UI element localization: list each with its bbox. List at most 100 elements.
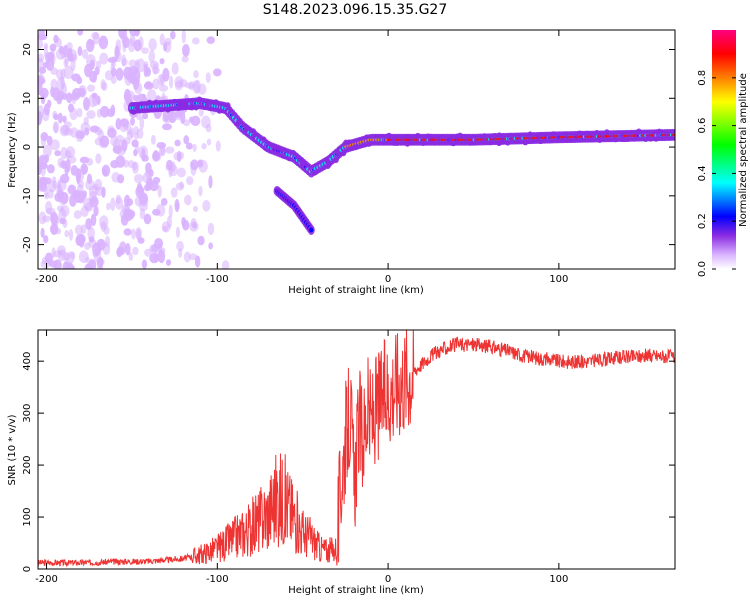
heatmap-cell bbox=[157, 249, 166, 264]
heatmap-cell bbox=[57, 179, 67, 192]
heatmap-cell bbox=[213, 68, 222, 77]
heatmap-cell bbox=[86, 109, 96, 119]
heatmap-cell bbox=[133, 30, 141, 37]
heatmap-cell bbox=[190, 217, 197, 228]
heatmap-cell bbox=[127, 38, 136, 53]
heatmap-cell bbox=[138, 36, 144, 50]
spectrogram-xtick-label: -200 bbox=[35, 274, 58, 285]
heatmap-cell bbox=[133, 149, 138, 157]
heatmap-cell bbox=[146, 89, 157, 102]
heatmap-cell bbox=[149, 252, 160, 264]
heatmap-cell bbox=[122, 137, 131, 145]
heatmap-cell bbox=[83, 97, 90, 111]
snr-ticks: -200 -100 0 100 0 100 200 300 400 bbox=[22, 330, 675, 585]
heatmap-cell bbox=[137, 237, 145, 244]
heatmap-cell bbox=[192, 143, 197, 153]
heatmap-cell bbox=[197, 235, 205, 246]
spectrogram-heatmap bbox=[38, 30, 675, 269]
heatmap-cell bbox=[99, 52, 109, 65]
heatmap-cell bbox=[206, 138, 212, 146]
heatmap-cell bbox=[160, 197, 168, 206]
heatmap-cell bbox=[176, 150, 182, 163]
heatmap-cell bbox=[43, 42, 49, 50]
heatmap-cell bbox=[87, 84, 96, 92]
heatmap-cell bbox=[115, 67, 124, 81]
heatmap-cell bbox=[90, 213, 97, 227]
heatmap-cell bbox=[157, 185, 162, 198]
heatmap-cell bbox=[129, 127, 135, 138]
heatmap-cell bbox=[169, 75, 174, 89]
spectrogram-ytick-label: 10 bbox=[22, 92, 33, 105]
heatmap-cell bbox=[174, 139, 181, 147]
heatmap-cell bbox=[70, 92, 81, 101]
heatmap-cell bbox=[132, 161, 139, 174]
heatmap-cell bbox=[174, 198, 180, 213]
heatmap-cell bbox=[84, 127, 90, 136]
heatmap-cell bbox=[44, 193, 49, 200]
spectrogram-ylabel: Frequency (Hz) bbox=[7, 112, 18, 188]
figure-title: S148.2023.096.15.35.G27 bbox=[263, 2, 448, 18]
heatmap-cell bbox=[86, 173, 93, 184]
heatmap-cell bbox=[175, 182, 185, 191]
heatmap-cell bbox=[198, 185, 203, 197]
heatmap-cell bbox=[101, 82, 108, 91]
heatmap-cell bbox=[202, 200, 211, 212]
heatmap-cell bbox=[51, 214, 60, 227]
heatmap-cell bbox=[53, 259, 62, 269]
heatmap-cell bbox=[50, 78, 58, 91]
snr-xtick-label: -100 bbox=[206, 574, 229, 585]
heatmap-cell bbox=[161, 221, 171, 233]
snr-panel: -200 -100 0 100 0 100 200 300 400 Height of stra… bbox=[7, 329, 676, 596]
snr-frame bbox=[37, 329, 676, 570]
heatmap-cell bbox=[42, 61, 48, 69]
heatmap-cell bbox=[215, 140, 221, 152]
heatmap-cell bbox=[86, 157, 94, 166]
heatmap-cell bbox=[92, 94, 100, 106]
heatmap-cell bbox=[139, 116, 145, 130]
colorbar-tick-label: 0.4 bbox=[697, 165, 708, 181]
heatmap-cell bbox=[158, 84, 169, 92]
heatmap-cell bbox=[64, 230, 70, 238]
colorbar-tick-label: 0.0 bbox=[697, 261, 708, 277]
heatmap-cell bbox=[110, 159, 120, 169]
heatmap-cell bbox=[63, 57, 68, 68]
snr-ytick-label: 400 bbox=[22, 352, 33, 371]
heatmap-cell bbox=[174, 80, 183, 91]
heatmap-cell bbox=[43, 235, 49, 244]
heatmap-cell bbox=[57, 245, 66, 256]
heatmap-cell bbox=[170, 187, 178, 198]
heatmap-cell bbox=[136, 58, 146, 73]
snr-ytick-label: 0 bbox=[22, 566, 33, 572]
heatmap-cell bbox=[132, 246, 139, 256]
heatmap-cell bbox=[168, 204, 173, 218]
heatmap-cell bbox=[135, 185, 145, 198]
heatmap-cell bbox=[38, 57, 44, 69]
heatmap-cell bbox=[38, 75, 43, 86]
heatmap-cell bbox=[81, 165, 87, 176]
heatmap-cell bbox=[96, 238, 106, 251]
heatmap-cell bbox=[76, 76, 83, 85]
heatmap-cell bbox=[208, 175, 213, 189]
heatmap-cell bbox=[68, 229, 74, 241]
spectrogram-ytick-label: -10 bbox=[22, 188, 33, 204]
snr-xtick-label: 0 bbox=[385, 574, 391, 585]
heatmap-cell bbox=[42, 215, 51, 223]
heatmap-cell bbox=[309, 227, 314, 233]
heatmap-cell bbox=[38, 105, 44, 119]
heatmap-cell bbox=[198, 83, 207, 95]
heatmap-cell bbox=[52, 110, 58, 120]
heatmap-cell bbox=[38, 66, 47, 74]
heatmap-cell bbox=[143, 213, 152, 225]
snr-ytick-label: 300 bbox=[22, 404, 33, 423]
heatmap-cell bbox=[193, 70, 199, 79]
heatmap-cell bbox=[123, 123, 129, 130]
heatmap-cell bbox=[96, 258, 105, 265]
heatmap-cell bbox=[77, 180, 85, 189]
heatmap-cell bbox=[46, 164, 55, 174]
heatmap-cell bbox=[134, 173, 144, 184]
heatmap-cell bbox=[136, 128, 144, 139]
heatmap-cell bbox=[125, 243, 131, 256]
heatmap-cell bbox=[95, 153, 102, 164]
heatmap-cell bbox=[58, 45, 65, 55]
heatmap-cell bbox=[89, 196, 99, 208]
